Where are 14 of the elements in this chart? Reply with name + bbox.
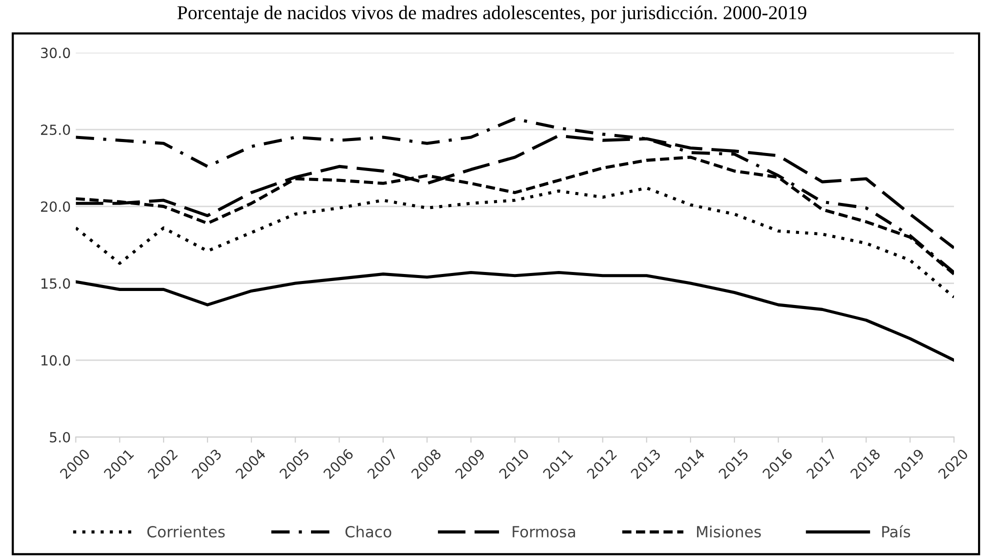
y-tick-label: 25.0: [41, 124, 70, 136]
legend-label: Misiones: [697, 526, 761, 538]
y-tick-label: 5.0: [50, 432, 70, 442]
chart-title: Porcentaje de nacidos vivos de madres adolescentes, por jurisdicción. 2000-2019: [177, 6, 806, 24]
y-tick-label: 10.0: [42, 355, 70, 366]
line-series: [76, 271, 954, 362]
legend-label: País: [882, 525, 910, 538]
legend-label: Corrientes: [147, 526, 225, 538]
line-series: [76, 186, 954, 299]
y-tick-label: 15.0: [42, 278, 70, 289]
legend-label: Chaco: [345, 526, 392, 538]
y-tick-label: 30.0: [41, 48, 70, 58]
y-tick-label: 20.0: [41, 201, 70, 212]
legend-label: Formosa: [512, 526, 576, 538]
